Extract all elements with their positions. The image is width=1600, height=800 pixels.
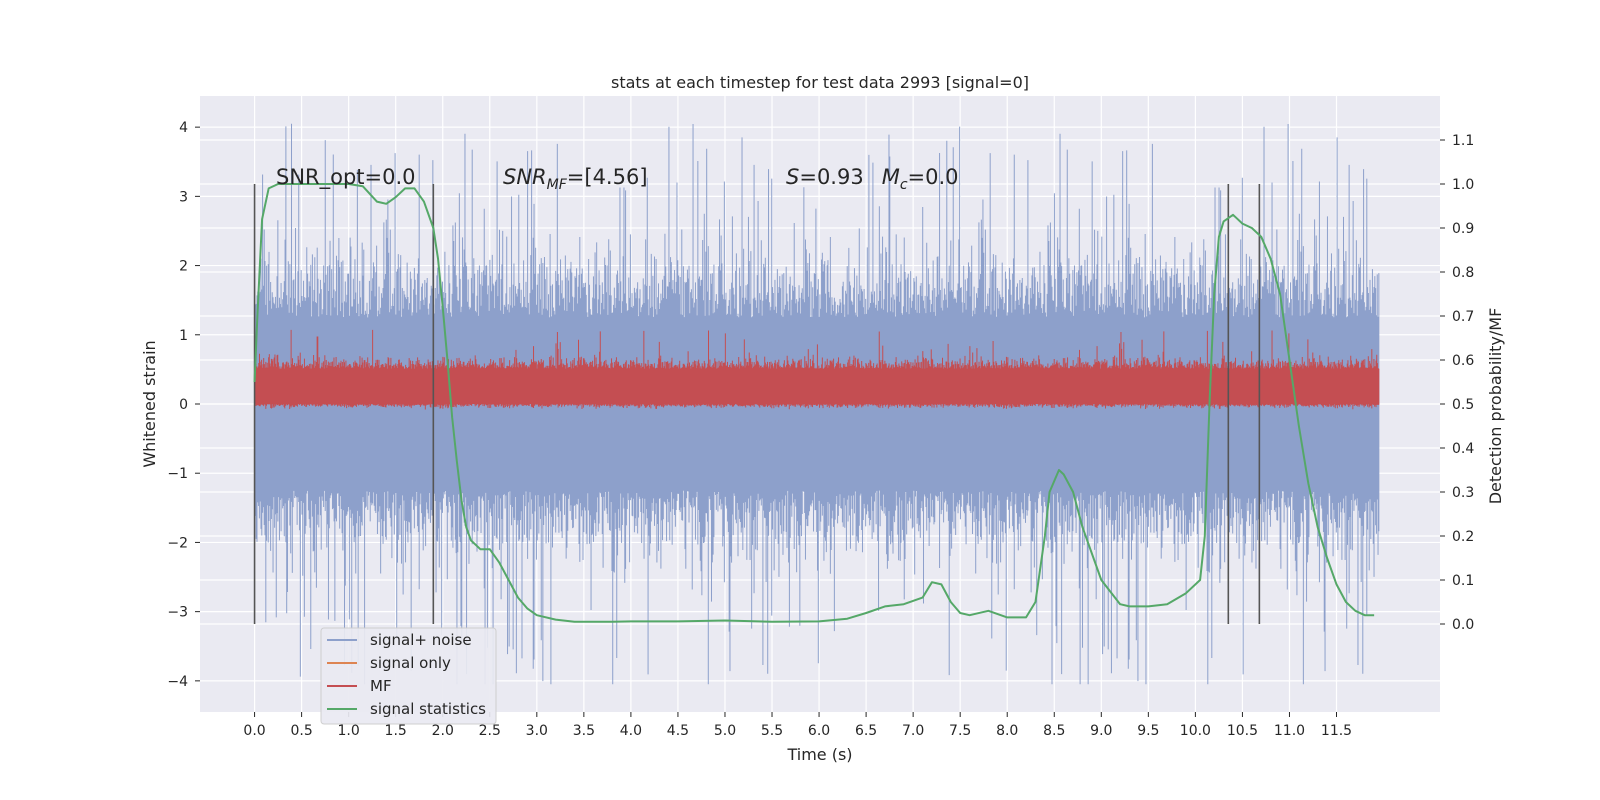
y-right-tick-label: 0.4 [1452,441,1474,457]
x-tick-label: 4.0 [620,723,642,739]
y-left-tick-label: −1 [167,466,188,482]
series-mf [254,329,1380,410]
x-tick-label: 5.0 [714,723,736,739]
y-left-tick-label: 4 [179,120,188,136]
x-tick-label: 1.0 [338,723,360,739]
y-right-tick-label: 0.8 [1452,265,1474,281]
axes: 0.0 0.5 1.0 1.5 2.0 2.5 3.0 3.5 4.0 4.5 5.0 5.5 6.0 6… [167,120,1474,739]
y-left-tick-label: −2 [167,535,188,551]
annotation-stats: S=0.93 Mc=0.0 [786,165,959,193]
x-tick-label: 7.5 [949,723,971,739]
legend-label-signal-noise: signal+ noise [370,631,472,649]
vertical-markers [253,184,1261,624]
y-right-tick-label: 0.3 [1452,485,1474,501]
y-right-tick-label: 0.7 [1452,309,1474,325]
annotation-snr-mf: SNRMF=[4.56] [503,165,648,193]
x-axis-label: Time (s) [786,745,852,764]
x-tick-label: 10.5 [1227,723,1258,739]
annotation-stats-m: M [882,165,900,189]
x-tick-label: 11.5 [1321,723,1352,739]
y-right-tick-label: 0.6 [1452,353,1474,369]
x-tick-label: 3.0 [526,723,548,739]
legend-label-mf: MF [370,677,392,695]
y-right-tick-label: 1.1 [1452,133,1474,149]
y-left-tick-label: 0 [179,397,188,413]
y-left-axis-label: Whitened strain [140,340,159,467]
x-tick-label: 6.5 [855,723,877,739]
y-right-axis-label: Detection probability/MF [1486,308,1505,505]
x-tick-label: 6.0 [808,723,830,739]
y-left-tick-label: 2 [179,259,188,275]
signal-statistics-line [253,183,1375,623]
y-left-tick-label: −3 [167,605,188,621]
x-tick-label: 11.0 [1274,723,1305,739]
x-tick-label: 9.0 [1090,723,1112,739]
y-left-tick-label: −4 [167,674,188,690]
y-right-tick-label: 0.2 [1452,529,1474,545]
y-right-tick-label: 0.9 [1452,221,1474,237]
y-left-tick-label: 1 [179,328,188,344]
x-tick-label: 10.0 [1180,723,1211,739]
annotation-snr-mf-prefix: SNR [503,165,547,189]
x-tick-label: 0.5 [290,723,312,739]
series-signal-statistics [253,183,1375,623]
legend-label-signal-statistics: signal statistics [370,700,486,718]
x-tick-label: 8.5 [1043,723,1065,739]
x-tick-label: 2.5 [479,723,501,739]
y-right-tick-label: 0.1 [1452,573,1474,589]
y-right-tick-label: 1.0 [1452,177,1474,193]
x-tick-label: 2.0 [432,723,454,739]
x-tick-label: 8.0 [996,723,1018,739]
x-tick-label: 7.0 [902,723,924,739]
legend: signal+ noise signal only MF signal stat… [320,627,497,725]
y-right-tick-label: 0.0 [1452,617,1474,633]
annotation-snr-opt: SNR_opt=0.0 [276,165,416,190]
chart-title: stats at each timestep for test data 299… [611,73,1029,92]
x-tick-label: 4.5 [667,723,689,739]
x-tick-label: 1.5 [385,723,407,739]
annotation-stats-m-value: =0.0 [908,165,959,189]
x-tick-label: 5.5 [761,723,783,739]
annotation-stats-s: S [786,165,799,189]
legend-label-signal-only: signal only [370,654,451,672]
x-tick-label: 3.5 [573,723,595,739]
x-tick-label: 0.0 [243,723,265,739]
y-right-tick-label: 0.5 [1452,397,1474,413]
x-tick-label: 9.5 [1137,723,1159,739]
annotation-stats-s-value: =0.93 [799,165,863,189]
annotation-snr-mf-sub: MF [547,177,568,193]
annotation-snr-mf-suffix: =[4.56] [567,165,648,189]
annotation-stats-m-sub: c [900,177,908,193]
legend-box [320,627,497,725]
y-left-tick-label: 3 [179,189,188,205]
